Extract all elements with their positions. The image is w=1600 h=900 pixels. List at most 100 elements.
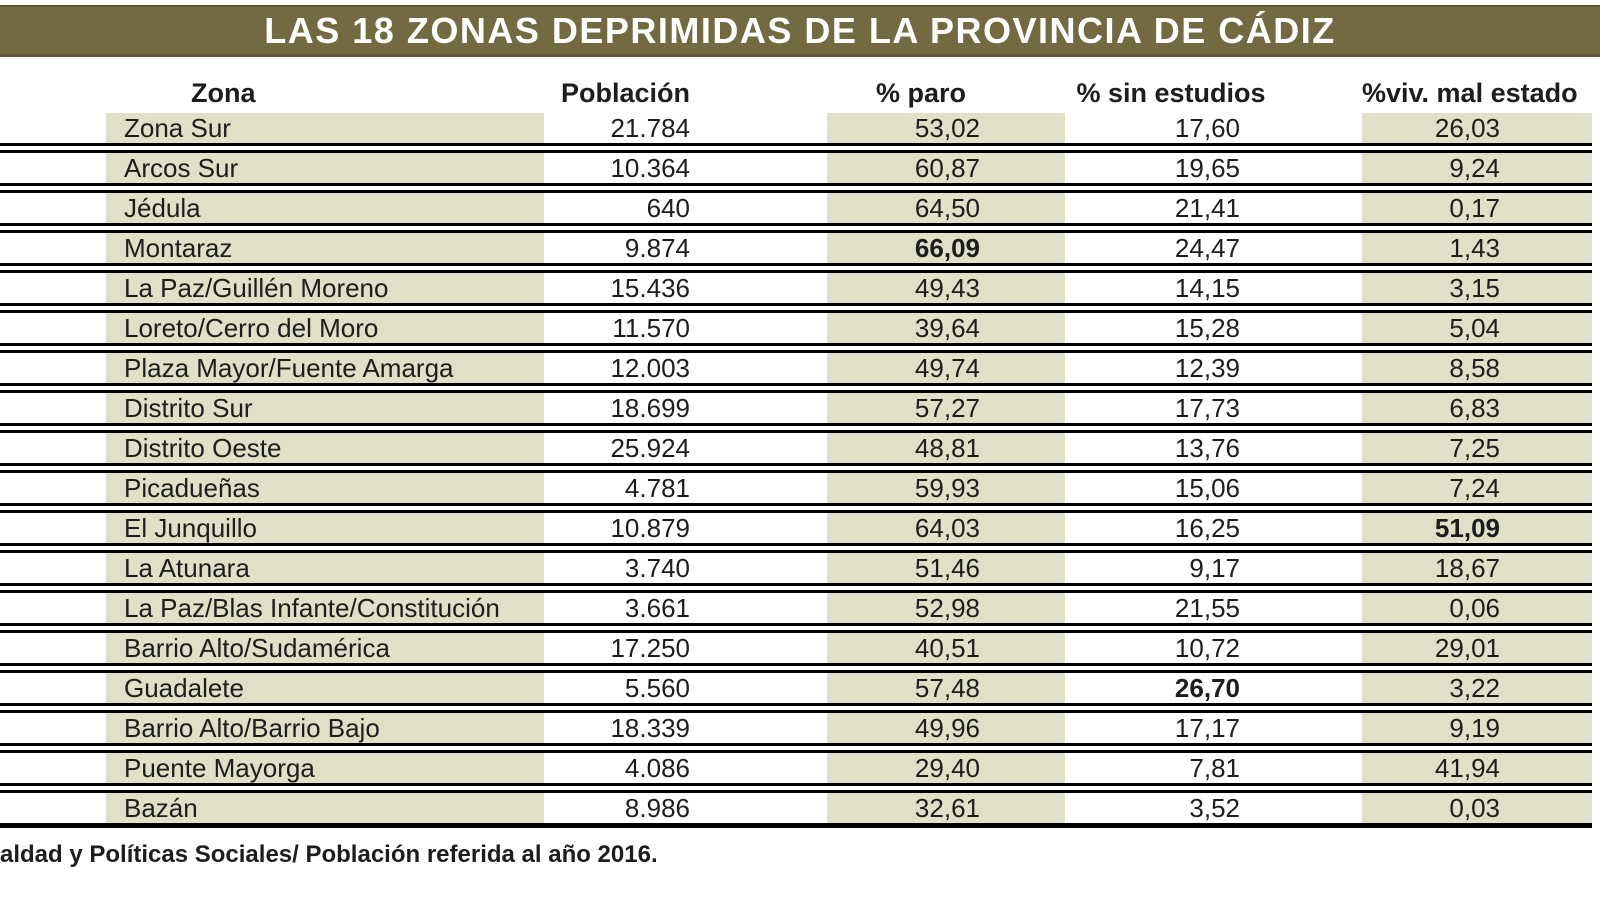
cell-poblacion: 15.436 bbox=[544, 270, 827, 306]
row-spacer bbox=[0, 310, 106, 346]
cell-zona: El Junquillo bbox=[106, 510, 544, 546]
cell-poblacion: 10.364 bbox=[544, 150, 827, 186]
cell-viv-mal-estado: 0,03 bbox=[1362, 790, 1592, 828]
cell-viv-mal-estado: 51,09 bbox=[1362, 510, 1592, 546]
cell-paro: 53,02 bbox=[827, 113, 1065, 146]
table-row: Puente Mayorga 4.086 29,40 7,81 41,94 bbox=[0, 750, 1592, 786]
cell-sin-estudios: 15,28 bbox=[1065, 310, 1362, 346]
cell-sin-estudios: 21,55 bbox=[1065, 590, 1362, 626]
cell-paro: 48,81 bbox=[827, 430, 1065, 466]
table-row: Zona Sur 21.784 53,02 17,60 26,03 bbox=[0, 113, 1592, 146]
cell-paro: 60,87 bbox=[827, 150, 1065, 186]
cell-viv-mal-estado: 6,83 bbox=[1362, 390, 1592, 426]
cell-sin-estudios: 13,76 bbox=[1065, 430, 1362, 466]
table-row: Arcos Sur 10.364 60,87 19,65 9,24 bbox=[0, 150, 1592, 186]
table-row: El Junquillo 10.879 64,03 16,25 51,09 bbox=[0, 510, 1592, 546]
cell-zona: Plaza Mayor/Fuente Amarga bbox=[106, 350, 544, 386]
cell-sin-estudios: 7,81 bbox=[1065, 750, 1362, 786]
cell-poblacion: 21.784 bbox=[544, 113, 827, 146]
cell-paro: 40,51 bbox=[827, 630, 1065, 666]
cell-sin-estudios: 26,70 bbox=[1065, 670, 1362, 706]
table-row: Distrito Sur 18.699 57,27 17,73 6,83 bbox=[0, 390, 1592, 426]
cell-zona: La Atunara bbox=[106, 550, 544, 586]
cell-paro: 57,27 bbox=[827, 390, 1065, 426]
cell-paro: 64,50 bbox=[827, 190, 1065, 226]
row-spacer bbox=[0, 350, 106, 386]
table-row: Montaraz 9.874 66,09 24,47 1,43 bbox=[0, 230, 1592, 266]
chart-title: LAS 18 ZONAS DEPRIMIDAS DE LA PROVINCIA … bbox=[264, 9, 1336, 51]
header-row: Zona Población % paro % sin estudios %vi… bbox=[0, 69, 1592, 109]
table-row: Guadalete 5.560 57,48 26,70 3,22 bbox=[0, 670, 1592, 706]
cell-viv-mal-estado: 7,24 bbox=[1362, 470, 1592, 506]
header-zona: Zona bbox=[191, 77, 256, 108]
cell-poblacion: 18.339 bbox=[544, 710, 827, 746]
header-sin-estudios: % sin estudios bbox=[1076, 77, 1266, 108]
cell-poblacion: 12.003 bbox=[544, 350, 827, 386]
cell-poblacion: 8.986 bbox=[544, 790, 827, 828]
cell-viv-mal-estado: 0,17 bbox=[1362, 190, 1592, 226]
table-row: Jédula 640 64,50 21,41 0,17 bbox=[0, 190, 1592, 226]
cell-zona: Puente Mayorga bbox=[106, 750, 544, 786]
row-spacer bbox=[0, 113, 106, 146]
cell-sin-estudios: 14,15 bbox=[1065, 270, 1362, 306]
cell-viv-mal-estado: 18,67 bbox=[1362, 550, 1592, 586]
cell-sin-estudios: 10,72 bbox=[1065, 630, 1362, 666]
table-body: Zona Sur 21.784 53,02 17,60 26,03 Arcos Sur 10… bbox=[0, 113, 1592, 828]
cell-sin-estudios: 12,39 bbox=[1065, 350, 1362, 386]
cell-poblacion: 5.560 bbox=[544, 670, 827, 706]
cell-sin-estudios: 17,17 bbox=[1065, 710, 1362, 746]
table-row: Picadueñas 4.781 59,93 15,06 7,24 bbox=[0, 470, 1592, 506]
cell-viv-mal-estado: 9,24 bbox=[1362, 150, 1592, 186]
cell-zona: Distrito Sur bbox=[106, 390, 544, 426]
cell-viv-mal-estado: 3,15 bbox=[1362, 270, 1592, 306]
row-spacer bbox=[0, 390, 106, 426]
cell-poblacion: 25.924 bbox=[544, 430, 827, 466]
cell-viv-mal-estado: 9,19 bbox=[1362, 710, 1592, 746]
cell-poblacion: 640 bbox=[544, 190, 827, 226]
cell-viv-mal-estado: 3,22 bbox=[1362, 670, 1592, 706]
row-spacer bbox=[0, 510, 106, 546]
table-row: Distrito Oeste 25.924 48,81 13,76 7,25 bbox=[0, 430, 1592, 466]
cell-paro: 59,93 bbox=[827, 470, 1065, 506]
cell-poblacion: 4.781 bbox=[544, 470, 827, 506]
cell-paro: 52,98 bbox=[827, 590, 1065, 626]
row-spacer bbox=[0, 630, 106, 666]
cell-paro: 29,40 bbox=[827, 750, 1065, 786]
cell-zona: La Paz/Guillén Moreno bbox=[106, 270, 544, 306]
header-paro: % paro bbox=[875, 77, 967, 108]
cell-paro: 51,46 bbox=[827, 550, 1065, 586]
table-row: La Atunara 3.740 51,46 9,17 18,67 bbox=[0, 550, 1592, 586]
cell-viv-mal-estado: 41,94 bbox=[1362, 750, 1592, 786]
row-spacer bbox=[0, 550, 106, 586]
cell-paro: 39,64 bbox=[827, 310, 1065, 346]
cell-zona: Picadueñas bbox=[106, 470, 544, 506]
cell-zona: Zona Sur bbox=[106, 113, 544, 146]
row-spacer bbox=[0, 590, 106, 626]
cell-viv-mal-estado: 26,03 bbox=[1362, 113, 1592, 146]
cell-sin-estudios: 24,47 bbox=[1065, 230, 1362, 266]
cell-zona: La Paz/Blas Infante/Constitución bbox=[106, 590, 544, 626]
cell-poblacion: 17.250 bbox=[544, 630, 827, 666]
row-spacer bbox=[0, 430, 106, 466]
header-poblacion: Población bbox=[560, 77, 690, 108]
cell-sin-estudios: 21,41 bbox=[1065, 190, 1362, 226]
zones-table: Zona Población % paro % sin estudios %vi… bbox=[0, 65, 1592, 832]
cell-poblacion: 4.086 bbox=[544, 750, 827, 786]
row-spacer bbox=[0, 790, 106, 828]
source-note: aldad y Políticas Sociales/ Población re… bbox=[0, 841, 658, 868]
cell-zona: Loreto/Cerro del Moro bbox=[106, 310, 544, 346]
cell-paro: 49,96 bbox=[827, 710, 1065, 746]
cell-sin-estudios: 9,17 bbox=[1065, 550, 1362, 586]
cell-zona: Barrio Alto/Sudamérica bbox=[106, 630, 544, 666]
header-spacer bbox=[0, 69, 106, 109]
cell-sin-estudios: 19,65 bbox=[1065, 150, 1362, 186]
cell-poblacion: 18.699 bbox=[544, 390, 827, 426]
cell-paro: 66,09 bbox=[827, 230, 1065, 266]
row-spacer bbox=[0, 670, 106, 706]
cell-zona: Guadalete bbox=[106, 670, 544, 706]
row-spacer bbox=[0, 230, 106, 266]
cell-viv-mal-estado: 8,58 bbox=[1362, 350, 1592, 386]
cell-poblacion: 3.661 bbox=[544, 590, 827, 626]
cell-viv-mal-estado: 7,25 bbox=[1362, 430, 1592, 466]
